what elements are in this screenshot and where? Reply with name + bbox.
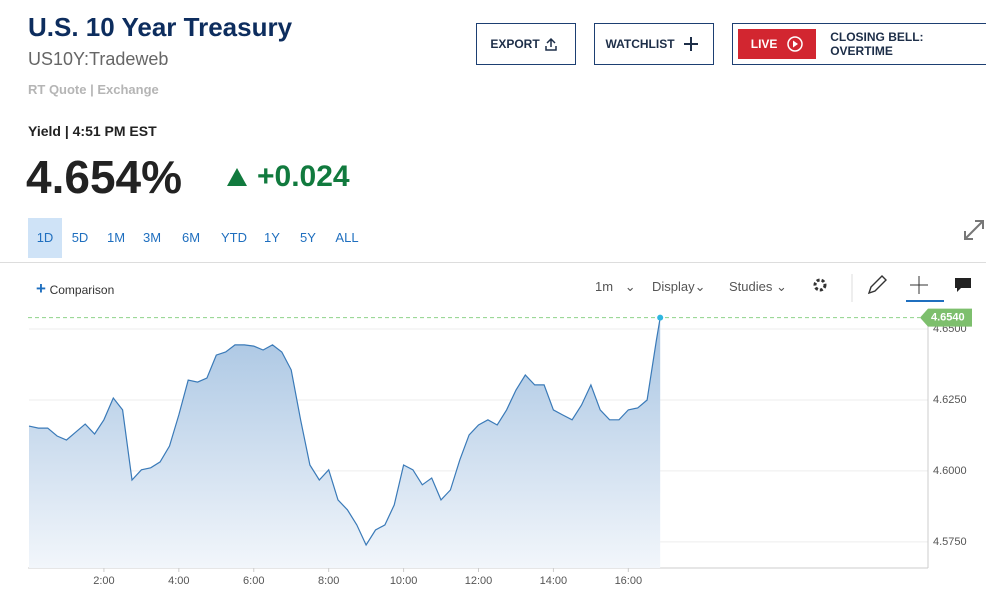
line xyxy=(28,317,661,547)
live-badge: LIVE xyxy=(738,29,817,59)
x-tick-label: 12:00 xyxy=(465,575,493,587)
range-tab[interactable]: 1Y xyxy=(264,230,280,245)
range-tab[interactable]: YTD xyxy=(221,230,247,245)
x-tick-label: 14:00 xyxy=(540,575,568,587)
watchlist-label: WATCHLIST xyxy=(605,37,675,51)
studies-label: Studies xyxy=(729,279,773,294)
range-tab[interactable]: 6M xyxy=(181,230,201,245)
quote-time: Yield | 4:51 PM EST xyxy=(28,123,157,139)
title: U.S. 10 Year Treasury xyxy=(28,12,293,42)
live-show: CLOSING BELL: OVERTIME xyxy=(830,30,924,58)
comparison-label: Comparison xyxy=(49,283,115,297)
y-tick-label: 4.6000 xyxy=(933,465,967,477)
play-icon xyxy=(787,36,804,52)
plus-icon xyxy=(683,37,698,51)
interval-label: 1m xyxy=(595,279,614,294)
range-tab[interactable]: 5D xyxy=(71,230,89,245)
area xyxy=(29,317,661,568)
up-arrow xyxy=(227,168,247,186)
x-tick-label: 6:00 xyxy=(243,575,264,587)
range-tab[interactable]: ALL xyxy=(335,230,359,245)
expand-icon[interactable] xyxy=(962,218,986,242)
x-tick-label: 16:00 xyxy=(615,575,643,587)
studies[interactable]: Studies ⌄ xyxy=(729,279,787,294)
interval[interactable]: 1m ⌄ xyxy=(595,279,636,294)
quote-source: RT Quote | Exchange xyxy=(28,82,159,97)
tool-icons xyxy=(813,274,971,302)
x-tick-label: 4:00 xyxy=(168,575,189,587)
display[interactable]: Display⌄ xyxy=(652,279,706,294)
x-tick-label: 8:00 xyxy=(318,575,339,587)
y-tick-label: 4.6250 xyxy=(933,394,967,406)
divider xyxy=(0,262,986,263)
live-label: LIVE xyxy=(750,37,778,51)
live-button[interactable]: LIVE CLOSING BELL: OVERTIME xyxy=(732,23,986,65)
export-button[interactable]: EXPORT xyxy=(476,23,576,65)
display-label: Display xyxy=(652,279,695,294)
change: +0.024 xyxy=(257,160,350,193)
x-tick-label: 2:00 xyxy=(93,575,114,587)
range-tab[interactable]: 3M xyxy=(142,230,162,245)
price: 4.654% xyxy=(26,151,183,203)
last-price-badge xyxy=(920,308,972,327)
watchlist-button[interactable]: WATCHLIST xyxy=(594,23,714,65)
export-icon xyxy=(544,37,557,51)
x-tick-label: 10:00 xyxy=(390,575,418,587)
range-tab[interactable]: 5Y xyxy=(300,230,316,245)
export-label: EXPORT xyxy=(490,37,540,51)
range-tab[interactable]: 1M xyxy=(106,230,126,245)
range-tab[interactable]: 1D xyxy=(28,218,62,258)
last-point xyxy=(657,314,664,321)
last-price-label: 4.6540 xyxy=(931,312,965,324)
comparison[interactable]: + Comparison xyxy=(36,279,115,298)
symbol: US10Y:Tradeweb xyxy=(28,49,169,69)
y-tick-label: 4.5750 xyxy=(933,536,967,548)
